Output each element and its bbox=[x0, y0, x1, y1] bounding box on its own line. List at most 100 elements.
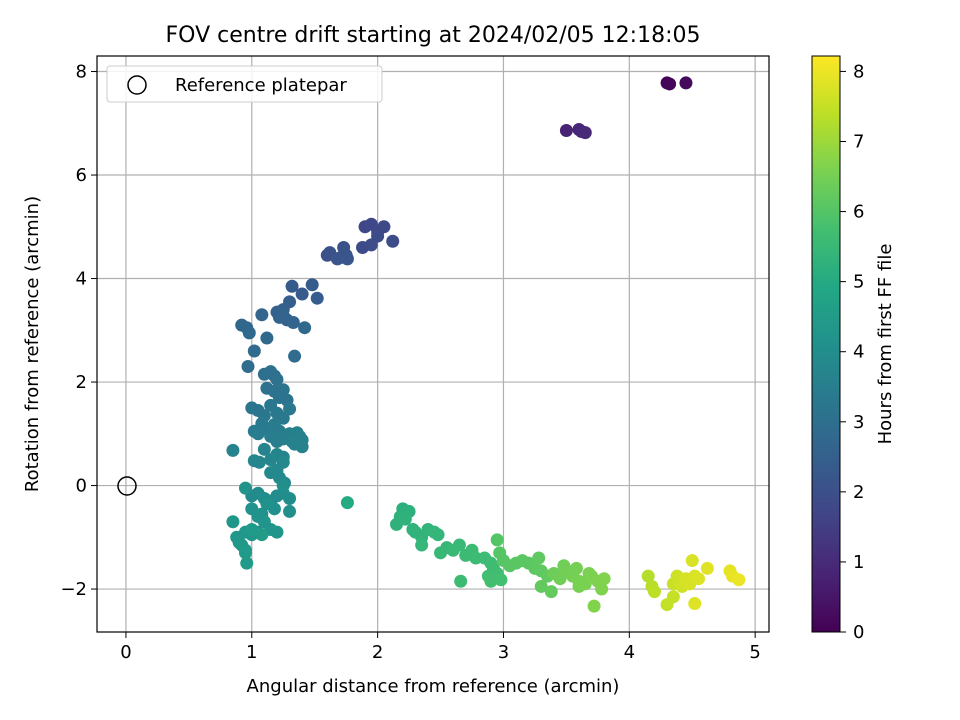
data-point bbox=[700, 561, 714, 575]
colorbar-tick-label: 7 bbox=[853, 131, 864, 152]
x-tick-label: 3 bbox=[498, 642, 509, 663]
data-point bbox=[398, 512, 412, 526]
data-point bbox=[255, 308, 269, 322]
data-point bbox=[490, 533, 504, 547]
data-point bbox=[452, 538, 466, 552]
data-point bbox=[415, 538, 429, 552]
data-point bbox=[688, 597, 702, 611]
data-points bbox=[226, 76, 746, 613]
data-point bbox=[454, 574, 468, 588]
data-point bbox=[587, 599, 601, 613]
legend-label: Reference platepar bbox=[175, 75, 347, 96]
legend-box bbox=[106, 65, 383, 103]
data-point bbox=[431, 528, 445, 542]
colorbar-ticks: 0 1 2 3 4 5 6 7 8 bbox=[840, 61, 864, 643]
data-point bbox=[569, 561, 583, 575]
data-point bbox=[241, 360, 255, 374]
data-point bbox=[310, 291, 324, 305]
data-point bbox=[255, 528, 269, 542]
x-tick-label: 0 bbox=[120, 642, 131, 663]
data-point bbox=[288, 437, 302, 451]
data-point bbox=[283, 402, 297, 416]
y-tick-label: 2 bbox=[76, 372, 87, 393]
data-point bbox=[290, 426, 304, 440]
y-tick-label: 6 bbox=[76, 165, 87, 186]
data-point bbox=[484, 574, 498, 588]
data-point bbox=[330, 252, 344, 266]
data-point bbox=[251, 427, 265, 441]
data-point bbox=[257, 442, 271, 456]
data-point bbox=[238, 481, 252, 495]
data-point bbox=[340, 496, 354, 510]
data-point bbox=[283, 491, 297, 505]
data-point bbox=[544, 585, 558, 599]
data-point bbox=[685, 554, 699, 568]
data-point bbox=[276, 479, 290, 493]
data-point bbox=[252, 455, 266, 469]
y-tick-label: 8 bbox=[76, 62, 87, 83]
data-point bbox=[732, 573, 746, 587]
data-point bbox=[337, 240, 351, 254]
data-point bbox=[532, 551, 546, 565]
data-point bbox=[286, 316, 300, 330]
colorbar-tick-label: 8 bbox=[853, 61, 864, 82]
data-point bbox=[226, 443, 240, 457]
legend: Reference platepar bbox=[106, 65, 383, 103]
data-point bbox=[647, 585, 661, 599]
data-point bbox=[298, 321, 312, 335]
data-point bbox=[371, 229, 385, 243]
data-point bbox=[595, 582, 609, 596]
data-point bbox=[386, 234, 400, 248]
data-point bbox=[692, 572, 706, 586]
data-point bbox=[242, 326, 256, 340]
data-point bbox=[597, 572, 611, 586]
data-point bbox=[641, 569, 655, 583]
x-tick-label: 5 bbox=[749, 642, 760, 663]
x-tick-label: 2 bbox=[372, 642, 383, 663]
data-point bbox=[260, 331, 274, 345]
colorbar-tick-label: 4 bbox=[853, 342, 864, 363]
data-point bbox=[578, 126, 592, 140]
data-point bbox=[264, 453, 278, 467]
plot-frame bbox=[96, 55, 770, 633]
reference-platepar-marker bbox=[117, 476, 137, 496]
data-point bbox=[679, 76, 693, 90]
data-point bbox=[283, 504, 297, 518]
data-point bbox=[240, 556, 254, 570]
colorbar-tick-label: 2 bbox=[853, 482, 864, 503]
data-point bbox=[285, 279, 299, 293]
data-point bbox=[434, 546, 448, 560]
data-point bbox=[663, 77, 677, 91]
y-axis-ticks: −2 0 2 4 6 8 bbox=[60, 62, 97, 600]
data-point bbox=[226, 515, 240, 529]
colorbar-gradient bbox=[811, 55, 841, 633]
x-axis-label: Angular distance from reference (arcmin) bbox=[247, 676, 620, 697]
x-tick-label: 1 bbox=[246, 642, 257, 663]
y-tick-label: 0 bbox=[76, 476, 87, 497]
grid-lines bbox=[97, 56, 769, 632]
data-point bbox=[270, 372, 284, 386]
colorbar-tick-label: 3 bbox=[853, 412, 864, 433]
data-point bbox=[245, 523, 259, 537]
y-axis-label: Rotation from reference (arcmin) bbox=[22, 196, 43, 492]
data-point bbox=[247, 344, 261, 358]
data-point bbox=[340, 252, 354, 266]
data-point bbox=[288, 349, 302, 363]
data-point bbox=[260, 497, 274, 511]
colorbar: 0 1 2 3 4 5 6 7 8 Hours from first FF file bbox=[811, 55, 896, 643]
data-point bbox=[276, 309, 290, 323]
colorbar-tick-label: 5 bbox=[853, 272, 864, 293]
data-point bbox=[666, 590, 680, 604]
data-point bbox=[494, 573, 508, 587]
data-point bbox=[270, 525, 284, 539]
colorbar-label: Hours from first FF file bbox=[875, 244, 896, 445]
x-axis-ticks: 0 1 2 3 4 5 bbox=[120, 632, 761, 663]
colorbar-tick-label: 1 bbox=[853, 552, 864, 573]
x-tick-label: 4 bbox=[624, 642, 635, 663]
y-tick-label: 4 bbox=[76, 269, 87, 290]
data-point bbox=[295, 287, 309, 301]
y-tick-label: −2 bbox=[60, 579, 87, 600]
legend-marker bbox=[127, 75, 147, 95]
